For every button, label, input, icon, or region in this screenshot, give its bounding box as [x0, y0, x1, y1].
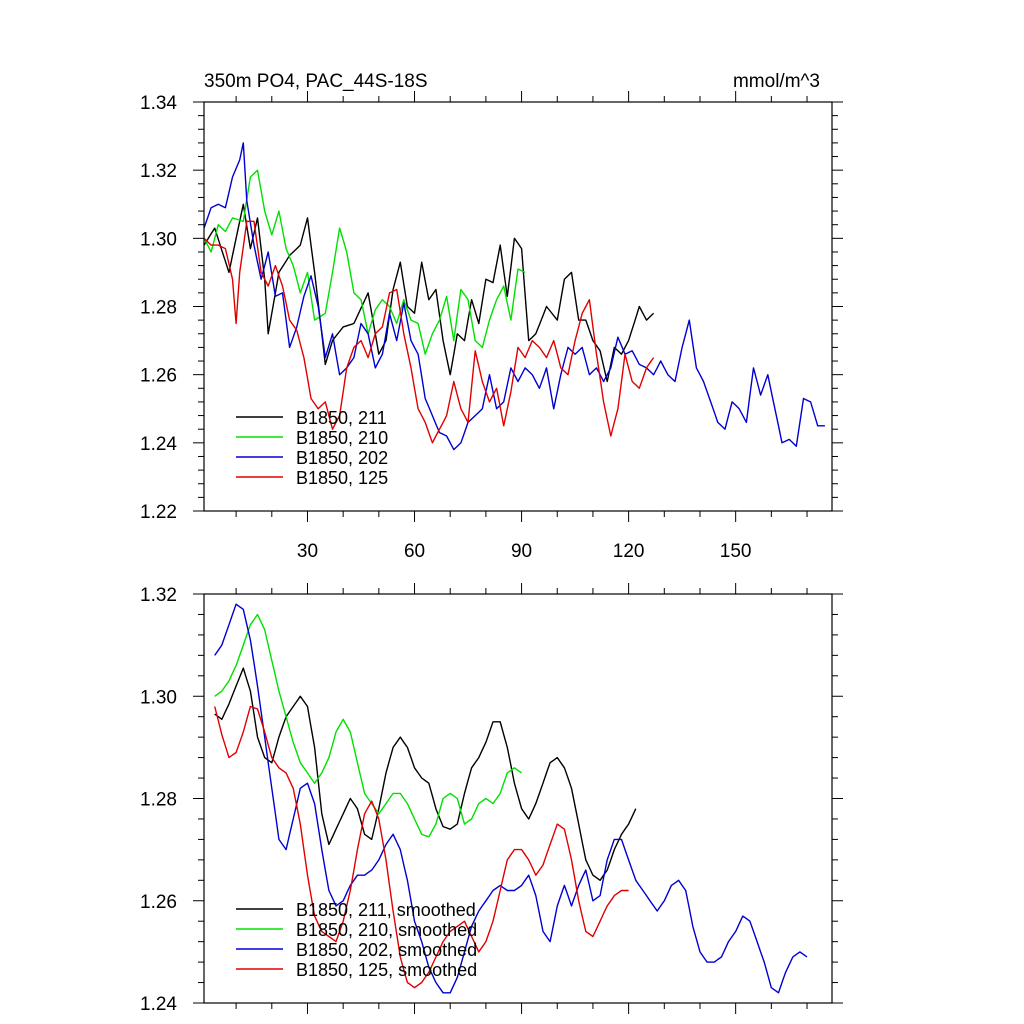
- series-line-1-1: [214, 613, 522, 838]
- series-line-0-0: [203, 203, 655, 383]
- series-line-1-3: [214, 705, 629, 989]
- x-tick-label: 90: [511, 541, 532, 562]
- top-plot-lines: [203, 142, 825, 451]
- bottom-plot-ticks: 1.24 1.26 1.28 1.30 1.32: [140, 583, 843, 1015]
- legend-label: B1850, 211, smoothed: [296, 900, 476, 920]
- y-tick-label: 1.34: [140, 93, 177, 114]
- y-tick-label: 1.28: [140, 298, 177, 319]
- y-tick-label: 1.30: [140, 229, 177, 250]
- y-tick-label: 1.26: [140, 892, 177, 913]
- x-tick-label: 150: [720, 541, 752, 562]
- y-tick-label: 1.30: [140, 687, 177, 708]
- x-tick-label: 120: [613, 541, 645, 562]
- legend-label: B1850, 202: [296, 448, 388, 468]
- y-tick-label: 1.26: [140, 366, 177, 387]
- legend-label: B1850, 210, smoothed: [296, 920, 477, 940]
- top-plot-ticks: 1.22 1.24 1.26 1.28 1.30 1.32 1.34 30 60 90 120 150: [140, 91, 843, 562]
- legend-label: B1850, 202, smoothed: [296, 940, 477, 960]
- legend-label: B1850, 125: [296, 468, 388, 488]
- y-tick-label: 1.24: [140, 434, 177, 455]
- series-line-1-0: [214, 667, 637, 881]
- units-label: mmol/m^3: [733, 71, 820, 92]
- legend-label: B1850, 125, smoothed: [296, 960, 477, 980]
- top-plot: 1.22 1.24 1.26 1.28 1.30 1.32 1.34 30 60 90 120 150…: [140, 91, 843, 562]
- x-tick-label: 30: [297, 541, 318, 562]
- x-tick-label: 60: [404, 541, 425, 562]
- y-tick-label: 1.24: [140, 994, 177, 1015]
- y-tick-label: 1.28: [140, 790, 177, 811]
- bottom-plot: 1.24 1.26 1.28 1.30 1.32 B1850, 211, smoothe…: [140, 583, 843, 1015]
- series-line-1-2: [214, 603, 808, 994]
- y-tick-label: 1.32: [140, 585, 177, 606]
- legend-label: B1850, 211: [296, 408, 387, 428]
- legend-label: B1850, 210: [296, 428, 388, 448]
- series-line-0-2: [203, 142, 825, 451]
- series-line-0-3: [203, 220, 655, 444]
- chart-title: 350m PO4, PAC_44S-18S: [204, 71, 428, 92]
- bottom-plot-lines: [214, 603, 808, 994]
- y-tick-label: 1.32: [140, 161, 177, 182]
- y-tick-label: 1.22: [140, 502, 177, 523]
- series-line-0-1: [203, 169, 526, 355]
